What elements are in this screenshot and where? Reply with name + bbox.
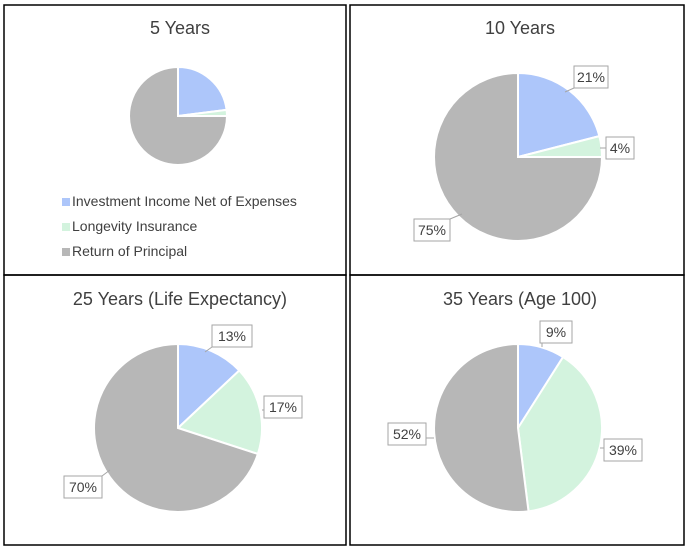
pie-chart-3: 25 Years (Life Expectancy) 13% 17% 70% (63, 289, 303, 513)
panel-borders (3, 4, 685, 546)
legend-label-investment-income: Investment Income Net of Expenses (72, 193, 297, 209)
data-label-return-of-principal: 52% (387, 422, 434, 446)
legend-swatch-longevity-insurance (62, 223, 70, 231)
data-label-text: 9% (546, 324, 566, 340)
legend: Investment Income Net of Expenses Longevi… (62, 193, 297, 259)
pie-slice-investment-income (177, 65, 228, 118)
legend-label-return-of-principal: Return of Principal (72, 243, 187, 259)
callout-box (605, 136, 635, 160)
callout-leader (204, 346, 213, 353)
pie-chart-1: 5 Years Investment Income Net of Expenses… (62, 18, 297, 259)
chart-title: 25 Years (Life Expectancy) (73, 289, 287, 309)
legend-swatch-investment-income (62, 198, 70, 206)
legend-label-longevity-insurance: Longevity Insurance (72, 218, 198, 234)
panel-border-3 (3, 274, 347, 546)
data-label-text: 70% (69, 479, 97, 495)
callout-box (413, 218, 451, 242)
callout-box (573, 65, 609, 89)
pie-slice-return-of-principal (433, 71, 604, 242)
data-label-longevity-insurance: 17% (262, 395, 303, 419)
pie-chart-2: 10 Years 21% 4% 75% (413, 18, 635, 242)
pie-slice-investment-income (517, 71, 601, 159)
pie-slice-return-of-principal (128, 65, 229, 166)
callout-box (211, 324, 253, 348)
data-label-investment-income: 21% (564, 65, 609, 93)
pie-slice-investment-income (177, 342, 241, 431)
data-label-investment-income: 9% (539, 320, 573, 347)
callout-leader (101, 469, 111, 477)
charts-layer: 5 Years Investment Income Net of Expenses… (62, 18, 643, 513)
data-label-text: 75% (418, 222, 446, 238)
data-label-text: 52% (393, 426, 421, 442)
panel-border-4 (349, 274, 685, 546)
callout-box (263, 395, 303, 419)
callout-leader (449, 213, 463, 220)
callout-box (63, 475, 103, 499)
pie-slice-longevity-insurance (516, 355, 603, 513)
data-label-longevity-insurance: 39% (600, 438, 643, 462)
data-label-text: 17% (269, 399, 297, 415)
data-label-longevity-insurance: 4% (600, 136, 635, 160)
data-label-text: 13% (218, 328, 246, 344)
data-label-text: 4% (610, 140, 630, 156)
legend-swatch-return-of-principal (62, 248, 70, 256)
pie-chart-4: 35 Years (Age 100) 9% 39% 52% (387, 289, 643, 513)
callout-box (603, 438, 643, 462)
pie-slice-return-of-principal (433, 342, 530, 513)
chart-title: 10 Years (485, 18, 555, 38)
callout-leader (564, 87, 575, 93)
callout-box (387, 422, 427, 446)
data-label-investment-income: 13% (204, 324, 253, 353)
data-label-text: 39% (609, 442, 637, 458)
data-label-return-of-principal: 75% (413, 213, 463, 242)
chart-title: 35 Years (Age 100) (443, 289, 597, 309)
data-label-text: 21% (577, 69, 605, 85)
pie-slice-return-of-principal (93, 342, 260, 513)
chart-title: 5 Years (150, 18, 210, 38)
data-label-return-of-principal: 70% (63, 469, 111, 499)
pie-slice-longevity-insurance (176, 369, 263, 456)
callout-box (539, 320, 573, 344)
